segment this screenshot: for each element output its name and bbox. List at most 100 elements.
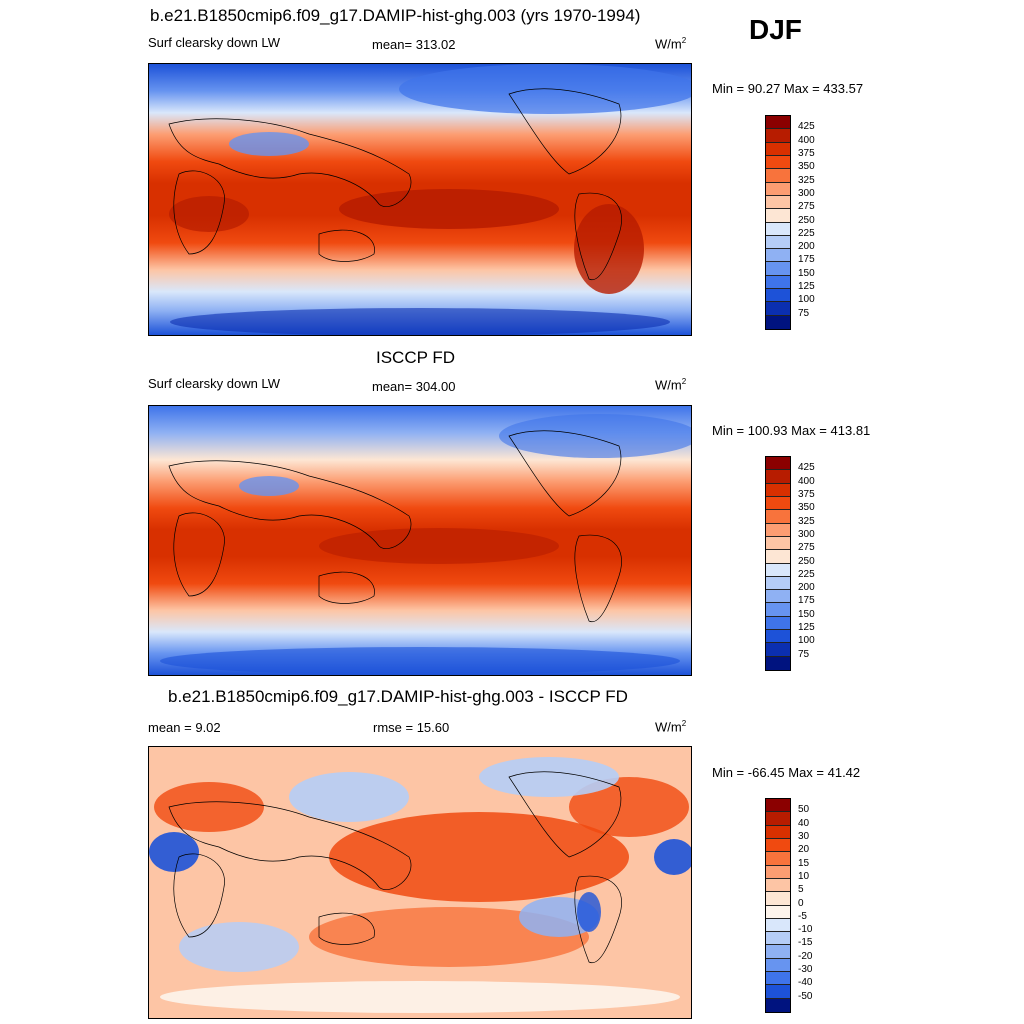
- colorbar-tick-label: 425: [798, 121, 815, 133]
- colorbar-swatch: [766, 576, 790, 591]
- colorbar-swatch: [766, 945, 790, 959]
- colorbar-swatch: [766, 656, 790, 670]
- colorbar-tick-label: 400: [798, 134, 815, 146]
- colorbar-tick-label: 225: [798, 227, 815, 239]
- colorbar: [765, 456, 791, 671]
- colorbar-tick-label: 15: [798, 857, 810, 869]
- colorbar-swatch: [766, 315, 790, 329]
- colorbar-tick-label: 150: [798, 267, 815, 279]
- colorbar-swatch: [766, 235, 790, 250]
- colorbar-tick-label: 5: [798, 884, 804, 896]
- colorbar-tick-label: 20: [798, 844, 810, 856]
- colorbar-swatch: [766, 825, 790, 839]
- units-label: W/m2: [655, 36, 687, 52]
- colorbar-tick-label: 75: [798, 648, 810, 660]
- colorbar-tick-label: -10: [798, 924, 813, 936]
- colorbar-swatch: [766, 852, 790, 866]
- units-label: W/m2: [655, 377, 687, 393]
- colorbar-swatch: [766, 630, 790, 644]
- map-field: [149, 406, 691, 675]
- colorbar-swatch: [766, 249, 790, 263]
- colorbar-swatch: [766, 209, 790, 223]
- colorbar-swatch: [766, 563, 790, 577]
- colorbar-swatch: [766, 302, 790, 316]
- colorbar-swatch: [766, 483, 790, 497]
- colorbar-tick-label: 300: [798, 528, 815, 540]
- colorbar-tick-label: 175: [798, 595, 815, 607]
- units-label: W/m2: [655, 719, 687, 735]
- colorbar-swatch: [766, 958, 790, 973]
- panel-title: b.e21.B1850cmip6.f09_g17.DAMIP-hist-ghg.…: [168, 687, 628, 706]
- colorbar-swatch: [766, 275, 790, 290]
- colorbar-swatch: [766, 616, 790, 631]
- colorbar: [765, 798, 791, 1013]
- mean-label: mean = 9.02: [148, 720, 221, 735]
- colorbar-tick-label: -40: [798, 977, 813, 989]
- colorbar-tick-label: 300: [798, 187, 815, 199]
- coastlines: [168, 88, 622, 281]
- colorbar-tick-label: 40: [798, 817, 810, 829]
- colorbar-swatch: [766, 536, 790, 551]
- minmax-label: Min = 100.93 Max = 413.81: [712, 423, 871, 438]
- colorbar-swatch: [766, 590, 790, 604]
- variable-label: Surf clearsky down LW: [148, 376, 280, 391]
- colorbar-swatch: [766, 457, 790, 471]
- colorbar-swatch: [766, 878, 790, 893]
- colorbar-tick-label: 200: [798, 582, 815, 594]
- coastlines: [168, 430, 622, 623]
- colorbar-swatch: [766, 222, 790, 236]
- colorbar-tick-label: 100: [798, 294, 815, 306]
- colorbar-tick-label: 0: [798, 897, 804, 909]
- colorbar-tick-label: 400: [798, 475, 815, 487]
- colorbar-swatch: [766, 932, 790, 946]
- map-field: [149, 64, 691, 335]
- mean-label: mean= 313.02: [372, 37, 456, 52]
- map-plot: [148, 405, 692, 676]
- minmax-label: Min = 90.27 Max = 433.57: [712, 81, 864, 96]
- colorbar-tick-label: 325: [798, 515, 815, 527]
- colorbar-swatch: [766, 905, 790, 919]
- colorbar-swatch: [766, 116, 790, 130]
- colorbar-swatch: [766, 142, 790, 156]
- colorbar-swatch: [766, 155, 790, 170]
- colorbar-swatch: [766, 470, 790, 484]
- colorbar: [765, 115, 791, 330]
- colorbar-swatch: [766, 812, 790, 826]
- colorbar-tick-label: -15: [798, 937, 813, 949]
- colorbar-swatch: [766, 603, 790, 617]
- colorbar-swatch: [766, 643, 790, 657]
- colorbar-tick-label: 225: [798, 568, 815, 580]
- colorbar-tick-label: 375: [798, 488, 815, 500]
- colorbar-tick-label: 250: [798, 214, 815, 226]
- panel-title: ISCCP FD: [376, 348, 456, 367]
- colorbar-swatch: [766, 972, 790, 986]
- colorbar-tick-label: -5: [798, 910, 807, 922]
- colorbar-tick-label: 200: [798, 241, 815, 253]
- colorbar-swatch: [766, 985, 790, 999]
- colorbar-tick-label: 275: [798, 201, 815, 213]
- colorbar-swatch: [766, 510, 790, 524]
- map-field: [149, 747, 691, 1018]
- colorbar-swatch: [766, 182, 790, 196]
- colorbar-swatch: [766, 496, 790, 511]
- colorbar-tick-label: 275: [798, 542, 815, 554]
- colorbar-tick-label: 250: [798, 555, 815, 567]
- colorbar-tick-label: 425: [798, 462, 815, 474]
- colorbar-swatch: [766, 550, 790, 564]
- colorbar-tick-label: -20: [798, 950, 813, 962]
- colorbar-swatch: [766, 838, 790, 853]
- colorbar-tick-label: 100: [798, 635, 815, 647]
- colorbar-tick-label: 50: [798, 804, 810, 816]
- colorbar-swatch: [766, 998, 790, 1012]
- map-plot: [148, 63, 692, 336]
- colorbar-swatch: [766, 289, 790, 303]
- colorbar-tick-label: 30: [798, 830, 810, 842]
- colorbar-tick-label: 10: [798, 870, 810, 882]
- map-plot: [148, 746, 692, 1019]
- colorbar-tick-label: 125: [798, 281, 815, 293]
- colorbar-swatch: [766, 799, 790, 813]
- variable-label: Surf clearsky down LW: [148, 35, 280, 50]
- colorbar-swatch: [766, 262, 790, 276]
- season-label: DJF: [749, 14, 802, 45]
- colorbar-tick-label: 325: [798, 174, 815, 186]
